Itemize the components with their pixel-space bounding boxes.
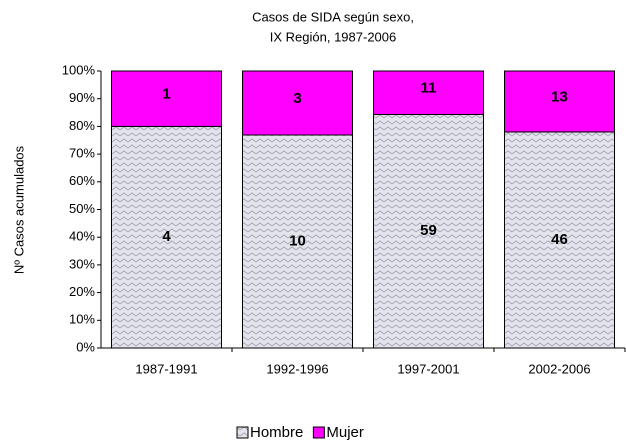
y-tick-label: 10% xyxy=(69,312,95,327)
legend-label: Mujer xyxy=(326,424,364,441)
x-tick-label: 1992-1996 xyxy=(266,361,328,376)
bar-segment xyxy=(111,125,222,349)
y-tick-label: 20% xyxy=(69,284,95,299)
bar-segment xyxy=(504,70,615,133)
legend-swatch xyxy=(236,426,249,439)
bar-segment xyxy=(242,134,353,349)
y-axis-label: Nº Casos acumulados xyxy=(11,145,26,274)
y-tick-label: 40% xyxy=(69,229,95,244)
y-tick-label: 70% xyxy=(69,146,95,161)
data-label: 11 xyxy=(421,80,437,97)
data-label: 3 xyxy=(293,90,301,107)
bar-segment xyxy=(242,70,353,136)
chart-title: Casos de SIDA según sexo, xyxy=(252,9,414,24)
y-tick-label: 60% xyxy=(69,173,95,188)
x-tick-label: 1997-2001 xyxy=(397,361,459,376)
legend-swatch xyxy=(312,426,325,439)
data-label: 10 xyxy=(289,232,306,249)
data-label: 13 xyxy=(551,88,568,105)
data-label: 46 xyxy=(551,231,568,248)
legend-label: Hombre xyxy=(250,424,303,441)
y-tick-label: 90% xyxy=(69,90,95,105)
bar-segment xyxy=(373,113,484,349)
y-tick-label: 0% xyxy=(76,339,95,354)
x-tick-label: 1987-1991 xyxy=(135,361,197,376)
bar-segment xyxy=(111,70,222,127)
x-tick-label: 2002-2006 xyxy=(528,361,590,376)
chart-subtitle: IX Región, 1987-2006 xyxy=(270,29,396,44)
bar-segment xyxy=(373,70,484,115)
data-label: 59 xyxy=(420,222,437,239)
y-tick-label: 50% xyxy=(69,201,95,216)
y-tick-label: 30% xyxy=(69,256,95,271)
data-label: 1 xyxy=(162,86,170,103)
y-tick-label: 100% xyxy=(62,62,96,77)
data-label: 4 xyxy=(162,228,171,245)
y-tick-label: 80% xyxy=(69,118,95,133)
